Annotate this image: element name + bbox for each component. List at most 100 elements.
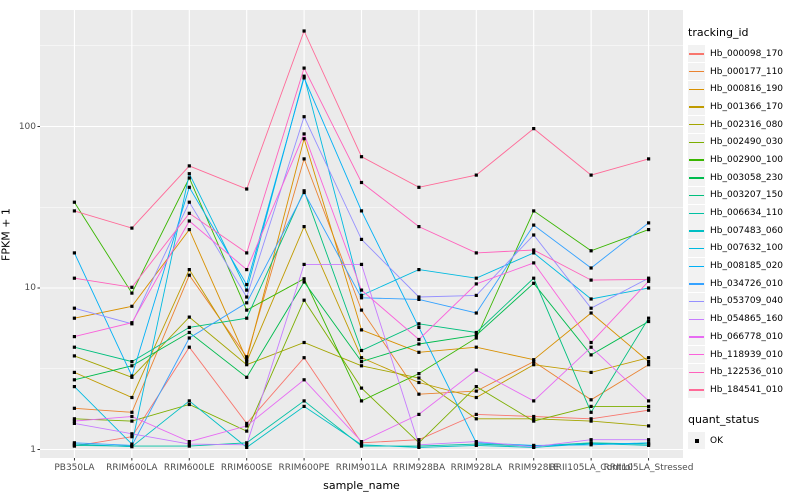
- data-point: [359, 386, 364, 390]
- data-point: [474, 443, 478, 447]
- data-point: [302, 280, 306, 284]
- data-point: [532, 209, 536, 213]
- legend-entry-Hb_007483_060: Hb_007483_060: [688, 222, 800, 240]
- data-point: [359, 360, 364, 364]
- data-point: [647, 221, 651, 225]
- data-point: [187, 345, 191, 349]
- data-point: [474, 440, 478, 444]
- data-point: [532, 419, 536, 423]
- data-point: [647, 441, 651, 445]
- data-point: [302, 404, 306, 408]
- legend-line-swatch-icon: [688, 257, 705, 275]
- x-tick-label-RRIM600LA: RRIM600LA: [106, 463, 158, 473]
- x-tick-label-PB350LA: PB350LA: [54, 463, 95, 473]
- data-point: [417, 350, 421, 354]
- legend-entry-Hb_000177_110: Hb_000177_110: [688, 63, 800, 81]
- data-point: [589, 353, 593, 357]
- legend-entry-label: Hb_000098_170: [710, 48, 784, 59]
- legend-entry-Hb_184541_010: Hb_184541_010: [688, 381, 800, 399]
- data-point: [187, 268, 191, 272]
- data-point: [647, 286, 651, 290]
- data-point: [589, 249, 593, 253]
- data-point: [187, 273, 191, 277]
- data-point: [474, 385, 478, 389]
- legend-entry-Hb_118939_010: Hb_118939_010: [688, 346, 800, 364]
- legend-entry-Hb_034726_010: Hb_034726_010: [688, 275, 800, 293]
- data-point: [589, 370, 593, 374]
- data-point: [417, 372, 421, 376]
- legend-entry-label: Hb_003207_150: [710, 190, 784, 201]
- data-point: [72, 378, 76, 382]
- legend-entry-Hb_066778_010: Hb_066778_010: [688, 328, 800, 346]
- data-point: [130, 395, 134, 400]
- data-point: [130, 304, 134, 308]
- data-point: [187, 164, 191, 168]
- data-point: [245, 445, 249, 449]
- data-point: [302, 157, 306, 161]
- legend-entry-label: OK: [710, 435, 723, 446]
- data-point: [417, 443, 421, 447]
- data-point: [647, 443, 651, 447]
- data-point: [72, 251, 76, 255]
- x-tick-label-RRII105LA_Stressed: RRII105LA_Stressed: [603, 463, 694, 473]
- legend-entry-Hb_053709_040: Hb_053709_040: [688, 292, 800, 311]
- data-point: [302, 277, 306, 281]
- data-point: [647, 228, 651, 232]
- data-point: [72, 345, 76, 349]
- data-point: [245, 360, 249, 364]
- data-point: [359, 296, 364, 300]
- data-point: [589, 417, 593, 421]
- legend-entry-label: Hb_002316_080: [710, 119, 784, 130]
- data-point: [130, 360, 134, 364]
- data-point: [187, 228, 191, 232]
- data-point: [72, 419, 76, 423]
- legend-entry-Hb_006634_110: Hb_006634_110: [688, 204, 800, 222]
- data-point: [532, 360, 536, 364]
- legend-entry-Hb_002900_100: Hb_002900_100: [688, 151, 800, 169]
- data-point: [245, 358, 249, 362]
- data-point: [130, 435, 134, 439]
- data-point: [245, 375, 249, 379]
- data-point: [187, 440, 191, 444]
- data-point: [187, 399, 191, 403]
- data-point: [245, 251, 249, 255]
- legend-entry-label: Hb_003058_230: [710, 172, 784, 183]
- data-point: [589, 404, 593, 408]
- data-point: [647, 277, 651, 281]
- x-tick-label-RRIM928LA: RRIM928LA: [450, 463, 503, 473]
- data-point: [130, 374, 134, 378]
- y-tick-label-10: 10: [24, 283, 36, 293]
- data-point: [302, 189, 306, 193]
- data-point: [72, 417, 76, 421]
- data-point: [359, 399, 364, 403]
- data-point: [589, 173, 593, 177]
- data-point: [72, 276, 76, 280]
- data-point: [359, 328, 364, 332]
- legend-line-swatch-icon: [688, 328, 705, 346]
- data-point: [589, 311, 593, 315]
- y-tick-label-1: 1: [30, 444, 36, 455]
- data-point: [302, 399, 306, 403]
- legend-line-swatch-icon: [688, 239, 705, 257]
- data-point: [474, 173, 478, 177]
- data-point: [417, 325, 421, 329]
- data-point: [187, 325, 191, 329]
- data-point: [130, 410, 134, 414]
- legend-title-quant-status: quant_status: [688, 412, 760, 426]
- legend-entry-Hb_003207_150: Hb_003207_150: [688, 186, 800, 205]
- x-tick-label-RRIM600LE: RRIM600LE: [163, 463, 215, 473]
- data-point: [130, 364, 134, 368]
- data-point: [474, 333, 478, 337]
- legend-entry-Hb_007632_100: Hb_007632_100: [688, 239, 800, 258]
- data-point: [589, 297, 593, 301]
- data-point: [245, 363, 249, 367]
- data-point: [245, 187, 249, 191]
- legend-line-swatch-icon: [688, 222, 705, 240]
- data-point: [532, 281, 536, 285]
- legend-entry-quant-ok: OK: [688, 432, 800, 450]
- data-point: [647, 363, 651, 367]
- data-point: [474, 368, 478, 372]
- legend-entry-label: Hb_034726_010: [710, 278, 784, 289]
- data-point: [302, 356, 306, 360]
- legend-entry-label: Hb_066778_010: [710, 331, 784, 342]
